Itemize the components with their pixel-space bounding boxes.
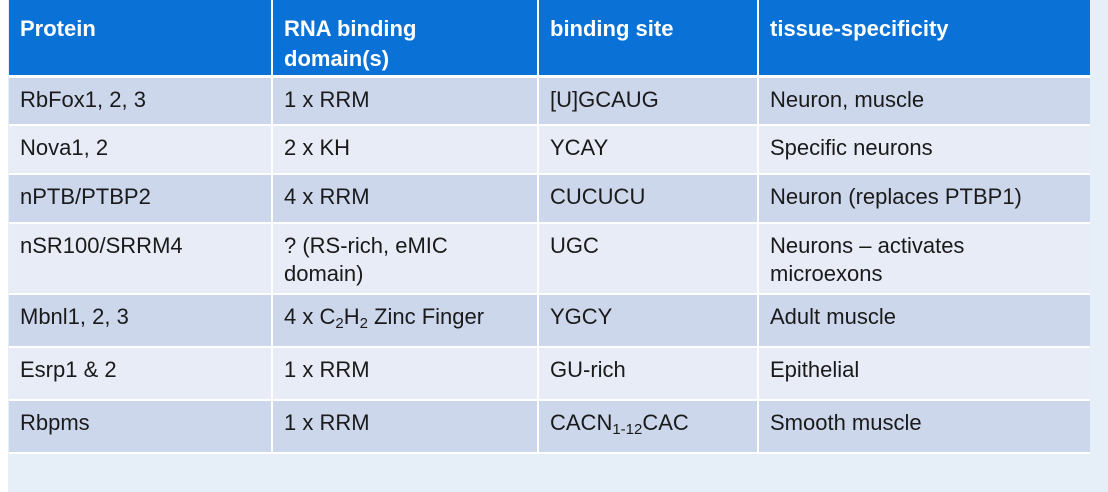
rna-binding-protein-table: Protein RNA binding domain(s) binding sit… bbox=[9, 0, 1090, 454]
cell-protein: Mbnl1, 2, 3 bbox=[9, 294, 273, 348]
cell-binding-site: CUCUCU bbox=[538, 174, 759, 224]
cell-binding-site: CACN1-12CAC bbox=[538, 400, 759, 454]
table-row: Nova1, 2 2 x KH YCAY Specific neurons bbox=[9, 125, 1090, 175]
table-row: RbFox1, 2, 3 1 x RRM [U]GCAUG Neuron, mu… bbox=[9, 76, 1090, 126]
table-row: Rbpms 1 x RRM CACN1-12CAC Smooth muscle bbox=[9, 400, 1090, 454]
header-binding-site: binding site bbox=[538, 0, 759, 78]
cell-tissue: Smooth muscle bbox=[758, 400, 1090, 454]
cell-tissue: Epithelial bbox=[758, 347, 1090, 401]
cell-domain: 2 x KH bbox=[272, 125, 539, 175]
cell-protein: nPTB/PTBP2 bbox=[9, 174, 273, 224]
header-tissue-specificity: tissue-specificity bbox=[758, 0, 1090, 78]
table-row: Mbnl1, 2, 3 4 x C2H2 Zinc Finger YGCY Ad… bbox=[9, 294, 1090, 348]
cell-binding-site: [U]GCAUG bbox=[538, 76, 759, 126]
table-row: nSR100/SRRM4 ? (RS-rich, eMIC domain) UGC… bbox=[9, 223, 1090, 295]
cell-protein: RbFox1, 2, 3 bbox=[9, 76, 273, 126]
cell-protein: Rbpms bbox=[9, 400, 273, 454]
cell-domain: 1 x RRM bbox=[272, 400, 539, 454]
cell-binding-site: YCAY bbox=[538, 125, 759, 175]
cell-domain: 4 x C2H2 Zinc Finger bbox=[272, 294, 539, 348]
cell-domain: 1 x RRM bbox=[272, 347, 539, 401]
cell-protein: Esrp1 & 2 bbox=[9, 347, 273, 401]
header-rna-binding-domains: RNA binding domain(s) bbox=[272, 0, 539, 78]
cell-domain: 4 x RRM bbox=[272, 174, 539, 224]
cell-protein: Nova1, 2 bbox=[9, 125, 273, 175]
cell-binding-site: GU-rich bbox=[538, 347, 759, 401]
cell-tissue: Specific neurons bbox=[758, 125, 1090, 175]
cell-tissue: Neuron, muscle bbox=[758, 76, 1090, 126]
cell-tissue: Adult muscle bbox=[758, 294, 1090, 348]
cell-protein: nSR100/SRRM4 bbox=[9, 223, 273, 295]
header-protein: Protein bbox=[9, 0, 273, 78]
cell-binding-site: UGC bbox=[538, 223, 759, 295]
cell-domain: ? (RS-rich, eMIC domain) bbox=[272, 223, 539, 295]
cell-binding-site: YGCY bbox=[538, 294, 759, 348]
cell-domain: 1 x RRM bbox=[272, 76, 539, 126]
header-row: Protein RNA binding domain(s) binding sit… bbox=[9, 0, 1090, 78]
table-row: nPTB/PTBP2 4 x RRM CUCUCU Neuron (replac… bbox=[9, 174, 1090, 224]
table-row: Esrp1 & 2 1 x RRM GU-rich Epithelial bbox=[9, 347, 1090, 401]
cell-tissue: Neuron (replaces PTBP1) bbox=[758, 174, 1090, 224]
cell-tissue: Neurons – activates microexons bbox=[758, 223, 1090, 295]
